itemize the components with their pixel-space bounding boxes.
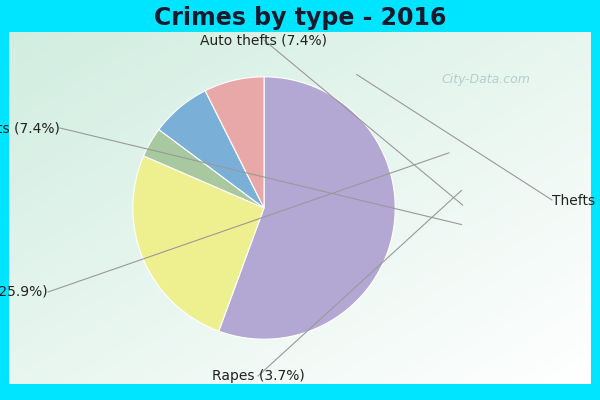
Text: Rapes (3.7%): Rapes (3.7%) — [212, 369, 304, 383]
Text: Assaults (7.4%): Assaults (7.4%) — [0, 121, 60, 135]
Wedge shape — [143, 130, 264, 208]
Text: Crimes by type - 2016: Crimes by type - 2016 — [154, 6, 446, 30]
Text: Auto thefts (7.4%): Auto thefts (7.4%) — [200, 33, 328, 47]
Wedge shape — [219, 77, 395, 339]
Text: Thefts (55.6%): Thefts (55.6%) — [552, 193, 600, 207]
Text: City-Data.com: City-Data.com — [442, 74, 530, 86]
Wedge shape — [133, 156, 264, 331]
Text: Burglaries (25.9%): Burglaries (25.9%) — [0, 285, 48, 299]
Wedge shape — [159, 91, 264, 208]
Wedge shape — [205, 77, 264, 208]
